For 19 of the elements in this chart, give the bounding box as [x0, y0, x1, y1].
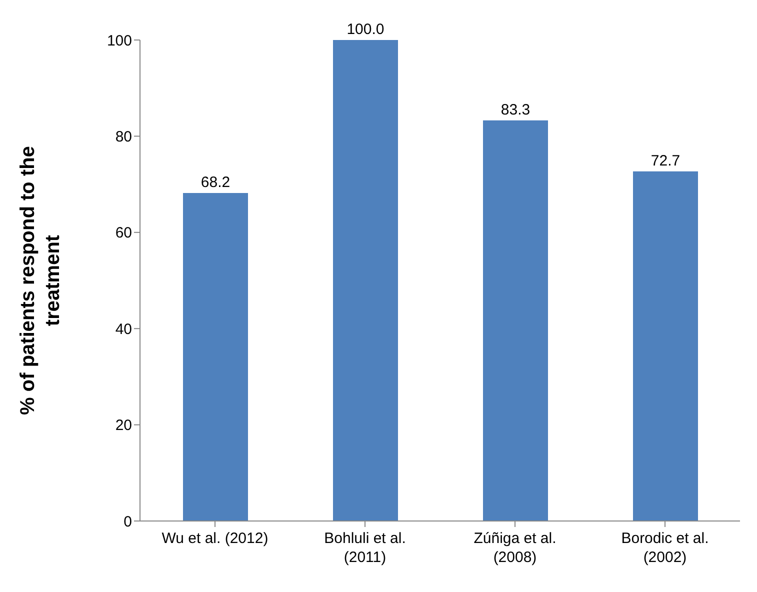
y-tick-label: 100	[106, 32, 132, 50]
bar	[183, 192, 248, 521]
data-label: 100.0	[346, 21, 384, 38]
y-tick-label: 0	[124, 513, 132, 530]
data-label: 72.7	[650, 152, 680, 170]
bar	[483, 120, 548, 521]
x-tick-label: Bohluli et al. (2011)	[324, 530, 406, 566]
data-label: 83.3	[500, 101, 530, 118]
y-tick-label: 80	[115, 128, 132, 146]
x-tick-label: Wu et al. (2012)	[162, 530, 268, 547]
x-tick-label: Zúñiga et al. (2008)	[474, 530, 556, 566]
data-label: 68.2	[200, 174, 230, 191]
bar	[633, 171, 698, 521]
x-tick-label: Borodic et al. (2002)	[621, 530, 709, 566]
y-tick-label: 20	[115, 417, 132, 434]
y-axis-title: % of patients respond to the treatment	[17, 146, 64, 415]
y-tick-label: 60	[115, 224, 132, 242]
bar	[333, 40, 398, 521]
y-tick-label: 40	[115, 320, 132, 338]
